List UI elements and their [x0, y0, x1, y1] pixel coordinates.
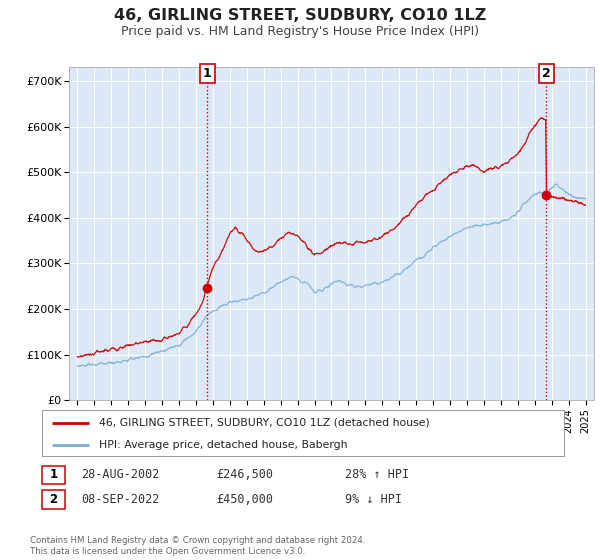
Text: 9% ↓ HPI: 9% ↓ HPI	[345, 493, 402, 506]
Text: £246,500: £246,500	[216, 468, 273, 482]
Text: Contains HM Land Registry data © Crown copyright and database right 2024.
This d: Contains HM Land Registry data © Crown c…	[30, 536, 365, 556]
Text: Price paid vs. HM Land Registry's House Price Index (HPI): Price paid vs. HM Land Registry's House …	[121, 25, 479, 38]
Text: 46, GIRLING STREET, SUDBURY, CO10 1LZ: 46, GIRLING STREET, SUDBURY, CO10 1LZ	[114, 8, 486, 24]
Text: 1: 1	[203, 67, 211, 80]
Text: 2: 2	[542, 67, 551, 80]
Text: 2: 2	[49, 493, 58, 506]
Text: 28% ↑ HPI: 28% ↑ HPI	[345, 468, 409, 482]
Text: 28-AUG-2002: 28-AUG-2002	[81, 468, 160, 482]
Text: HPI: Average price, detached house, Babergh: HPI: Average price, detached house, Babe…	[100, 440, 348, 450]
Text: £450,000: £450,000	[216, 493, 273, 506]
Text: 08-SEP-2022: 08-SEP-2022	[81, 493, 160, 506]
Text: 46, GIRLING STREET, SUDBURY, CO10 1LZ (detached house): 46, GIRLING STREET, SUDBURY, CO10 1LZ (d…	[100, 418, 430, 428]
Text: 1: 1	[49, 468, 58, 482]
